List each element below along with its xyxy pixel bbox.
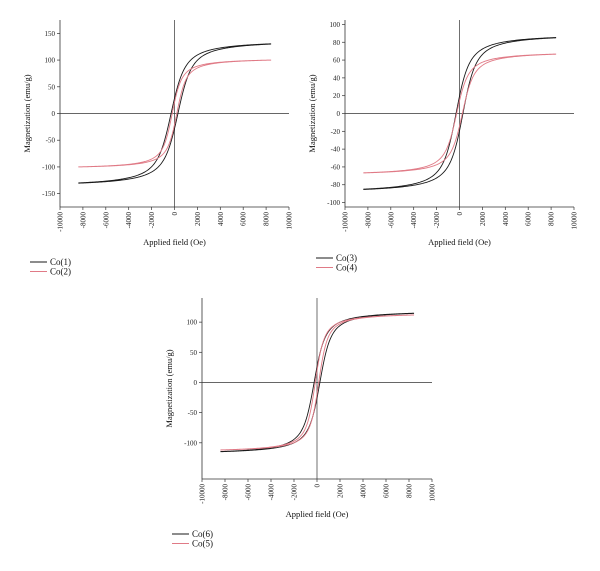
y-axis-label: Magnetization (emu/g): [164, 349, 174, 427]
x-tick-label: -10000: [199, 484, 207, 504]
y-tick-label: 100: [45, 57, 56, 65]
x-tick-label: -8000: [79, 212, 87, 229]
chart-panel-3: -10000 -8000 -6000 -4000 -2000 0 2000 4000 6000 8…: [164, 298, 437, 549]
x-tick-label: -2000: [433, 212, 441, 229]
legend-label: Co(5): [192, 539, 213, 549]
y-tick-label: -100: [184, 439, 197, 447]
y-tick-label: -50: [46, 137, 56, 145]
x-tick-label: -2000: [148, 212, 156, 229]
x-tick-label: 4000: [360, 484, 368, 499]
hysteresis-curve-co1: [78, 43, 272, 184]
hysteresis-curve-co4: [363, 53, 557, 174]
x-tick-label: -6000: [245, 484, 253, 501]
y-tick-label: 100: [330, 21, 341, 29]
y-tick-label: -20: [331, 128, 341, 136]
y-tick-label: -100: [42, 163, 55, 171]
x-tick-label: -10000: [342, 212, 350, 232]
legend-label: Co(2): [50, 267, 71, 277]
y-tick-label: 50: [48, 83, 56, 91]
x-tick-label: -8000: [364, 212, 372, 229]
x-tick-label: 6000: [240, 212, 248, 227]
y-tick-label: 0: [337, 110, 341, 118]
x-tick-label: 2000: [337, 484, 345, 499]
y-tick-label: -50: [188, 409, 198, 417]
legend-label: Co(6): [192, 529, 213, 539]
x-axis-label: Applied field (Oe): [428, 237, 491, 247]
y-axis-label: Magnetization (emu/g): [22, 74, 32, 152]
y-tick-label: 40: [333, 74, 341, 82]
chart-panel-1: -10000 -8000 -6000 -4000 -2000 0 2000 4000 6000 8…: [22, 20, 294, 277]
x-tick-label: 0: [456, 212, 464, 216]
x-tick-label: -4000: [125, 212, 133, 229]
hysteresis-curve-co3: [363, 37, 557, 190]
x-tick-label: -10000: [57, 212, 65, 232]
x-tick-label: 0: [314, 484, 322, 488]
legend-label: Co(1): [50, 257, 71, 267]
x-tick-label: 6000: [525, 212, 533, 227]
y-tick-label: -40: [331, 146, 341, 154]
x-tick-label: 6000: [383, 484, 391, 499]
y-tick-label: -150: [42, 190, 55, 198]
y-tick-label: 80: [333, 39, 341, 47]
x-tick-label: 2000: [194, 212, 202, 227]
y-axis-label: Magnetization (emu/g): [307, 74, 317, 152]
x-tick-label: 8000: [548, 212, 556, 227]
x-tick-label: 2000: [479, 212, 487, 227]
x-tick-label: 4000: [217, 212, 225, 227]
x-tick-label: 10000: [571, 212, 579, 230]
chart-panel-2: -10000 -8000 -6000 -4000 -2000 0 2000 4000 6000 8…: [307, 20, 579, 273]
x-tick-label: -4000: [268, 484, 276, 501]
x-tick-label: 10000: [429, 484, 437, 502]
x-tick-label: 10000: [286, 212, 294, 230]
hysteresis-curve-co5: [220, 314, 415, 451]
hysteresis-curve-co2: [78, 59, 272, 168]
y-tick-label: -60: [331, 163, 341, 171]
x-tick-label: -6000: [102, 212, 110, 229]
x-tick-label: 4000: [502, 212, 510, 227]
y-tick-label: 0: [52, 110, 56, 118]
x-axis-label: Applied field (Oe): [286, 509, 349, 519]
x-tick-label: -2000: [291, 484, 299, 501]
y-tick-label: 60: [333, 57, 341, 65]
y-tick-label: 0: [194, 379, 198, 387]
x-tick-label: -4000: [410, 212, 418, 229]
x-tick-label: -6000: [387, 212, 395, 229]
y-tick-label: -80: [331, 181, 341, 189]
y-tick-label: 50: [190, 349, 198, 357]
x-tick-label: 0: [171, 212, 179, 216]
x-axis-label: Applied field (Oe): [143, 237, 206, 247]
y-tick-label: 20: [333, 92, 341, 100]
x-tick-label: 8000: [406, 484, 414, 499]
y-tick-label: 150: [45, 30, 56, 38]
legend-label: Co(4): [336, 263, 357, 273]
y-tick-label: 100: [187, 319, 198, 327]
x-tick-label: -8000: [222, 484, 230, 501]
x-tick-label: 8000: [263, 212, 271, 227]
y-tick-label: -100: [327, 199, 340, 207]
legend-label: Co(3): [336, 253, 357, 263]
